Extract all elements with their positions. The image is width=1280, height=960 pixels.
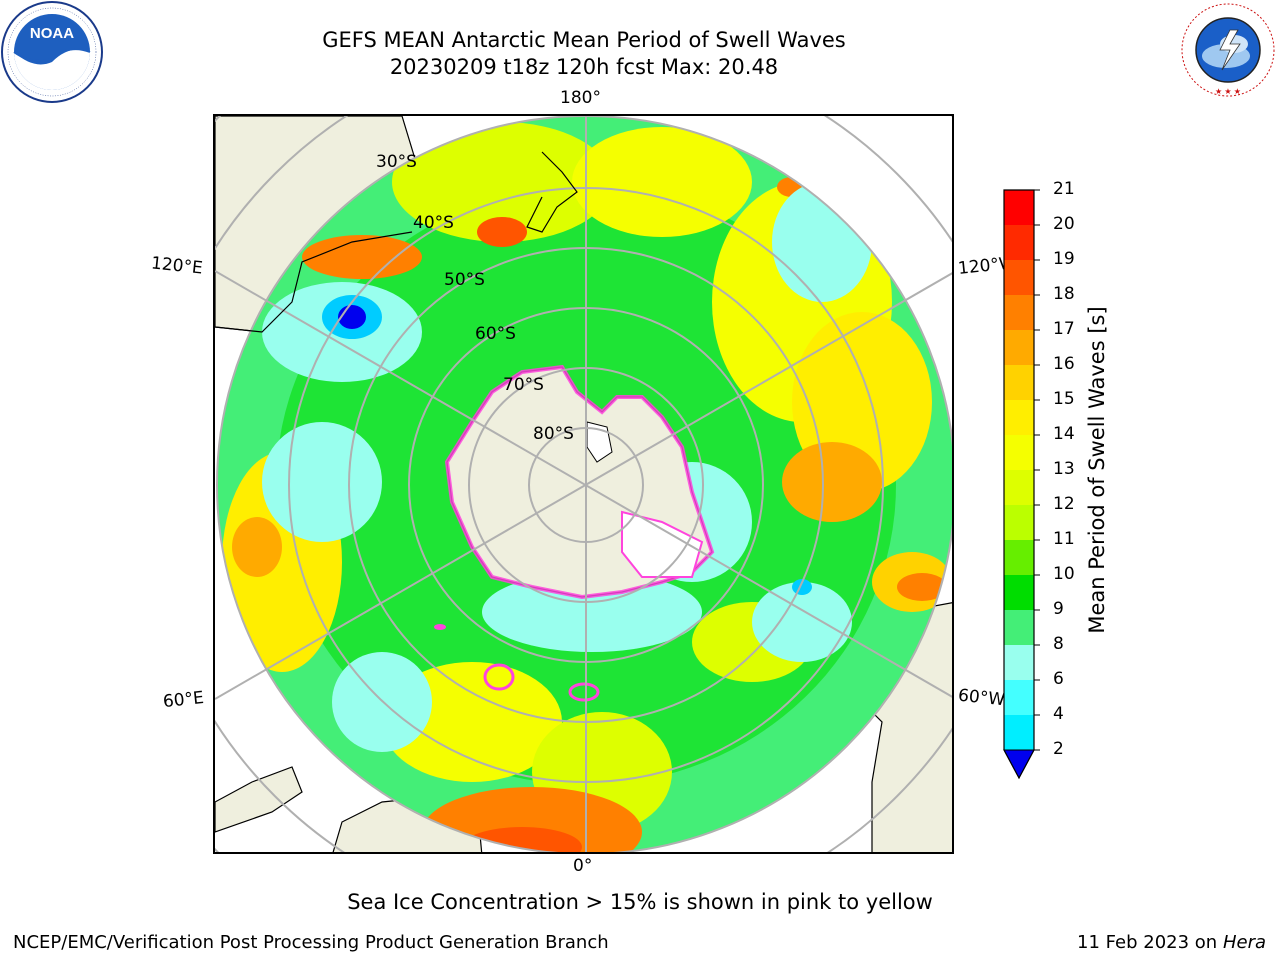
lon-label-180: 180° — [560, 88, 601, 108]
colorbar-tick-label: 18 — [1053, 284, 1075, 304]
lon-label-60w: 60°W — [957, 685, 1006, 711]
footer-host: Hera — [1222, 932, 1266, 953]
chart-subtitle: 20230209 t18z 120h fcst Max: 20.48 — [389, 55, 779, 79]
colorbar-tick-label: 20 — [1053, 214, 1075, 234]
colorbar-band — [1004, 505, 1034, 540]
colorbar-tick-label: 14 — [1053, 424, 1075, 444]
colorbar-band — [1004, 435, 1034, 470]
lat-label-50s: 50°S — [444, 270, 485, 290]
colorbar-band — [1004, 260, 1034, 295]
colorbar-band — [1004, 575, 1034, 610]
sea-ice-note: Sea Ice Concentration > 15% is shown in … — [347, 890, 933, 914]
colorbar-band — [1004, 190, 1034, 225]
lat-label-30s: 30°S — [376, 152, 417, 172]
coastlines — [215, 151, 578, 333]
colorbar-tick-label: 2 — [1053, 739, 1064, 759]
colorbar-band — [1004, 400, 1034, 435]
chart-title: GEFS MEAN Antarctic Mean Period of Swell… — [322, 28, 846, 52]
svg-text:NOAA: NOAA — [30, 25, 74, 42]
colorbar-band — [1004, 680, 1034, 715]
colorbar-band — [1004, 330, 1034, 365]
colorbar-tick-label: 9 — [1053, 599, 1064, 619]
colorbar-tick-label: 11 — [1053, 529, 1075, 549]
colorbar-tick-label: 6 — [1053, 669, 1064, 689]
lon-label-60e: 60°E — [162, 687, 205, 713]
lat-label-80s: 80°S — [533, 424, 574, 444]
colorbar-band — [1004, 225, 1034, 260]
colorbar-tick-label: 10 — [1053, 564, 1075, 584]
colorbar-extend-arrow — [1003, 749, 1035, 780]
colorbar-svg — [1003, 189, 1040, 780]
footer-date: 11 Feb 2023 on Hera — [1077, 932, 1266, 953]
noaa-logo: NOAA — [0, 0, 104, 104]
colorbar-title: Mean Period of Swell Waves [s] — [1085, 306, 1109, 634]
colorbar-tick-label: 19 — [1053, 249, 1075, 269]
colorbar-tick-label: 16 — [1053, 354, 1075, 374]
colorbar-band — [1004, 715, 1034, 750]
colorbar-tick-label: 8 — [1053, 634, 1064, 654]
svg-text:★ ★ ★: ★ ★ ★ — [1215, 87, 1241, 96]
colorbar — [1000, 186, 1040, 786]
colorbar-band — [1004, 365, 1034, 400]
colorbar-tick-label: 13 — [1053, 459, 1075, 479]
colorbar-band — [1004, 610, 1034, 645]
lon-label-120e: 120°E — [150, 253, 204, 279]
colorbar-tick-label: 21 — [1053, 179, 1075, 199]
map-frame — [213, 114, 954, 854]
colorbar-band — [1004, 540, 1034, 575]
graticule — [215, 116, 952, 852]
footer-credit: NCEP/EMC/Verification Post Processing Pr… — [13, 932, 609, 953]
lon-label-0: 0° — [573, 856, 593, 876]
lat-label-40s: 40°S — [413, 213, 454, 233]
colorbar-tick-label: 15 — [1053, 389, 1075, 409]
colorbar-band — [1004, 295, 1034, 330]
map-svg — [215, 116, 952, 852]
colorbar-border — [1003, 189, 1035, 780]
colorbar-tick-label: 4 — [1053, 704, 1064, 724]
colorbar-tick-label: 17 — [1053, 319, 1075, 339]
colorbar-tick-label: 12 — [1053, 494, 1075, 514]
colorbar-band — [1004, 470, 1034, 505]
nws-logo: ★ ★ ★ — [1176, 0, 1280, 104]
lat-label-70s: 70°S — [503, 375, 544, 395]
lat-label-60s: 60°S — [475, 324, 516, 344]
colorbar-band — [1004, 645, 1034, 680]
footer-date-text: 11 Feb 2023 on — [1077, 932, 1218, 953]
